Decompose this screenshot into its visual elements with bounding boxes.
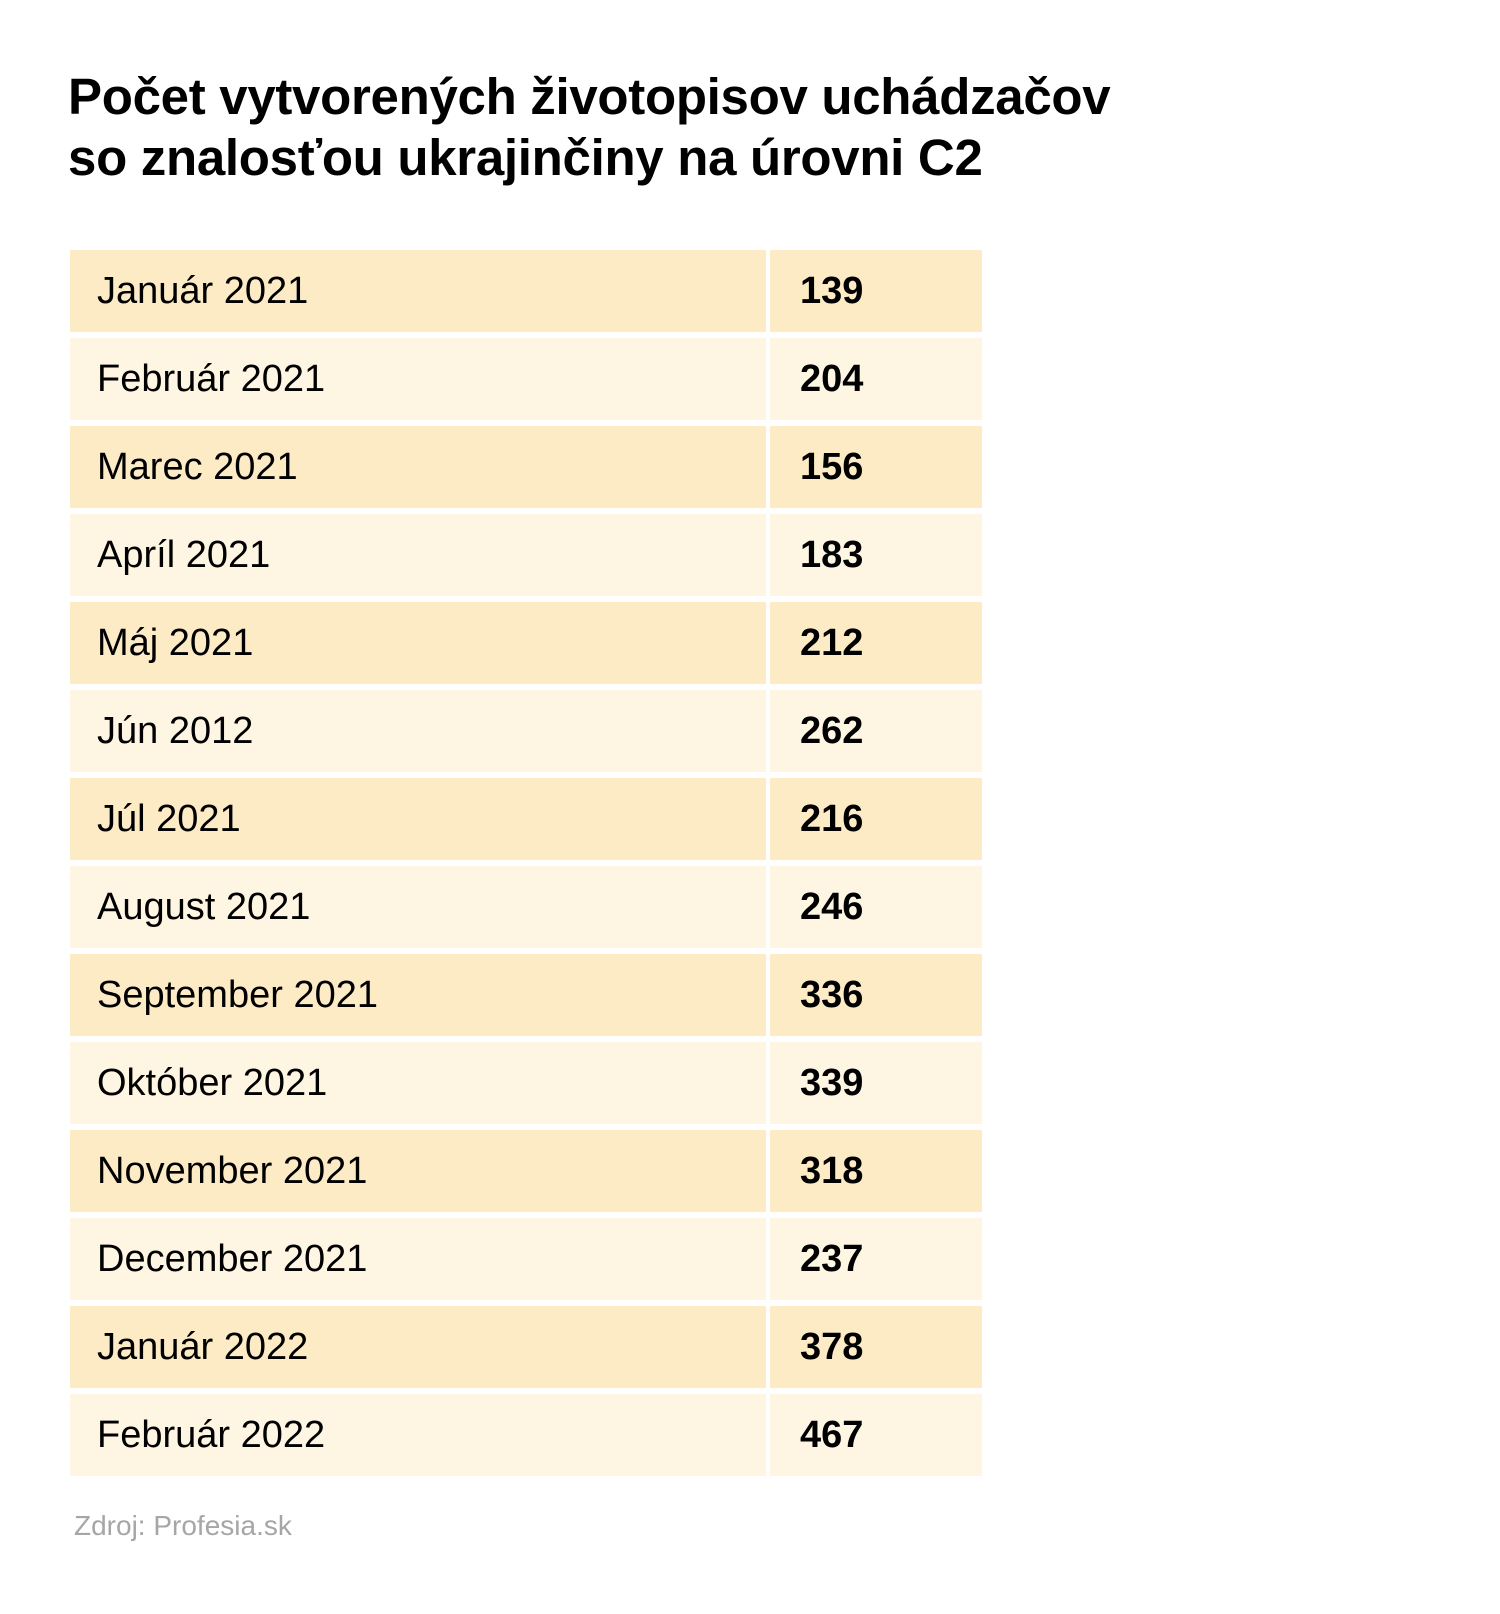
row-value: 467: [770, 1394, 982, 1476]
row-month-label: Február 2021: [70, 338, 770, 426]
table-row: Január 2021 139: [70, 250, 982, 338]
row-month-label: Október 2021: [70, 1042, 770, 1130]
row-value: 339: [770, 1042, 982, 1130]
table-row: Máj 2021 212: [70, 602, 982, 690]
row-value: 204: [770, 338, 982, 426]
row-month-label: Máj 2021: [70, 602, 770, 690]
table-row: Júl 2021 216: [70, 778, 982, 866]
row-value: 318: [770, 1130, 982, 1218]
row-value: 378: [770, 1306, 982, 1394]
row-value: 237: [770, 1218, 982, 1306]
row-month-label: September 2021: [70, 954, 770, 1042]
table-row: Február 2022 467: [70, 1394, 982, 1476]
data-table: Január 2021 139 Február 2021 204 Marec 2021 1…: [70, 250, 982, 1476]
table-row: Jún 2012 262: [70, 690, 982, 778]
row-value: 216: [770, 778, 982, 866]
table-row: December 2021 237: [70, 1218, 982, 1306]
row-value: 183: [770, 514, 982, 602]
row-month-label: Január 2022: [70, 1306, 770, 1394]
row-month-label: August 2021: [70, 866, 770, 954]
table-row: Január 2022 378: [70, 1306, 982, 1394]
row-value: 336: [770, 954, 982, 1042]
source-note: Zdroj: Profesia.sk: [74, 1510, 292, 1541]
table-row: Apríl 2021 183: [70, 514, 982, 602]
row-value: 212: [770, 602, 982, 690]
data-table-body: Január 2021 139 Február 2021 204 Marec 2021 1…: [70, 250, 982, 1476]
row-month-label: Február 2022: [70, 1394, 770, 1476]
row-value: 262: [770, 690, 982, 778]
chart-title: Počet vytvorených životopisov uchádzačov…: [68, 66, 1368, 188]
table-row: September 2021 336: [70, 954, 982, 1042]
table-row: Február 2021 204: [70, 338, 982, 426]
row-month-label: Január 2021: [70, 250, 770, 338]
table-row: Október 2021 339: [70, 1042, 982, 1130]
row-month-label: November 2021: [70, 1130, 770, 1218]
table-row: August 2021 246: [70, 866, 982, 954]
chart-title-line-2: so znalosťou ukrajinčiny na úrovni C2: [68, 129, 983, 186]
row-month-label: Marec 2021: [70, 426, 770, 514]
row-month-label: December 2021: [70, 1218, 770, 1306]
row-value: 246: [770, 866, 982, 954]
chart-title-line-1: Počet vytvorených životopisov uchádzačov: [68, 68, 1111, 125]
row-month-label: Apríl 2021: [70, 514, 770, 602]
row-month-label: Júl 2021: [70, 778, 770, 866]
row-value: 156: [770, 426, 982, 514]
row-value: 139: [770, 250, 982, 338]
table-row: November 2021 318: [70, 1130, 982, 1218]
row-month-label: Jún 2012: [70, 690, 770, 778]
table-row: Marec 2021 156: [70, 426, 982, 514]
